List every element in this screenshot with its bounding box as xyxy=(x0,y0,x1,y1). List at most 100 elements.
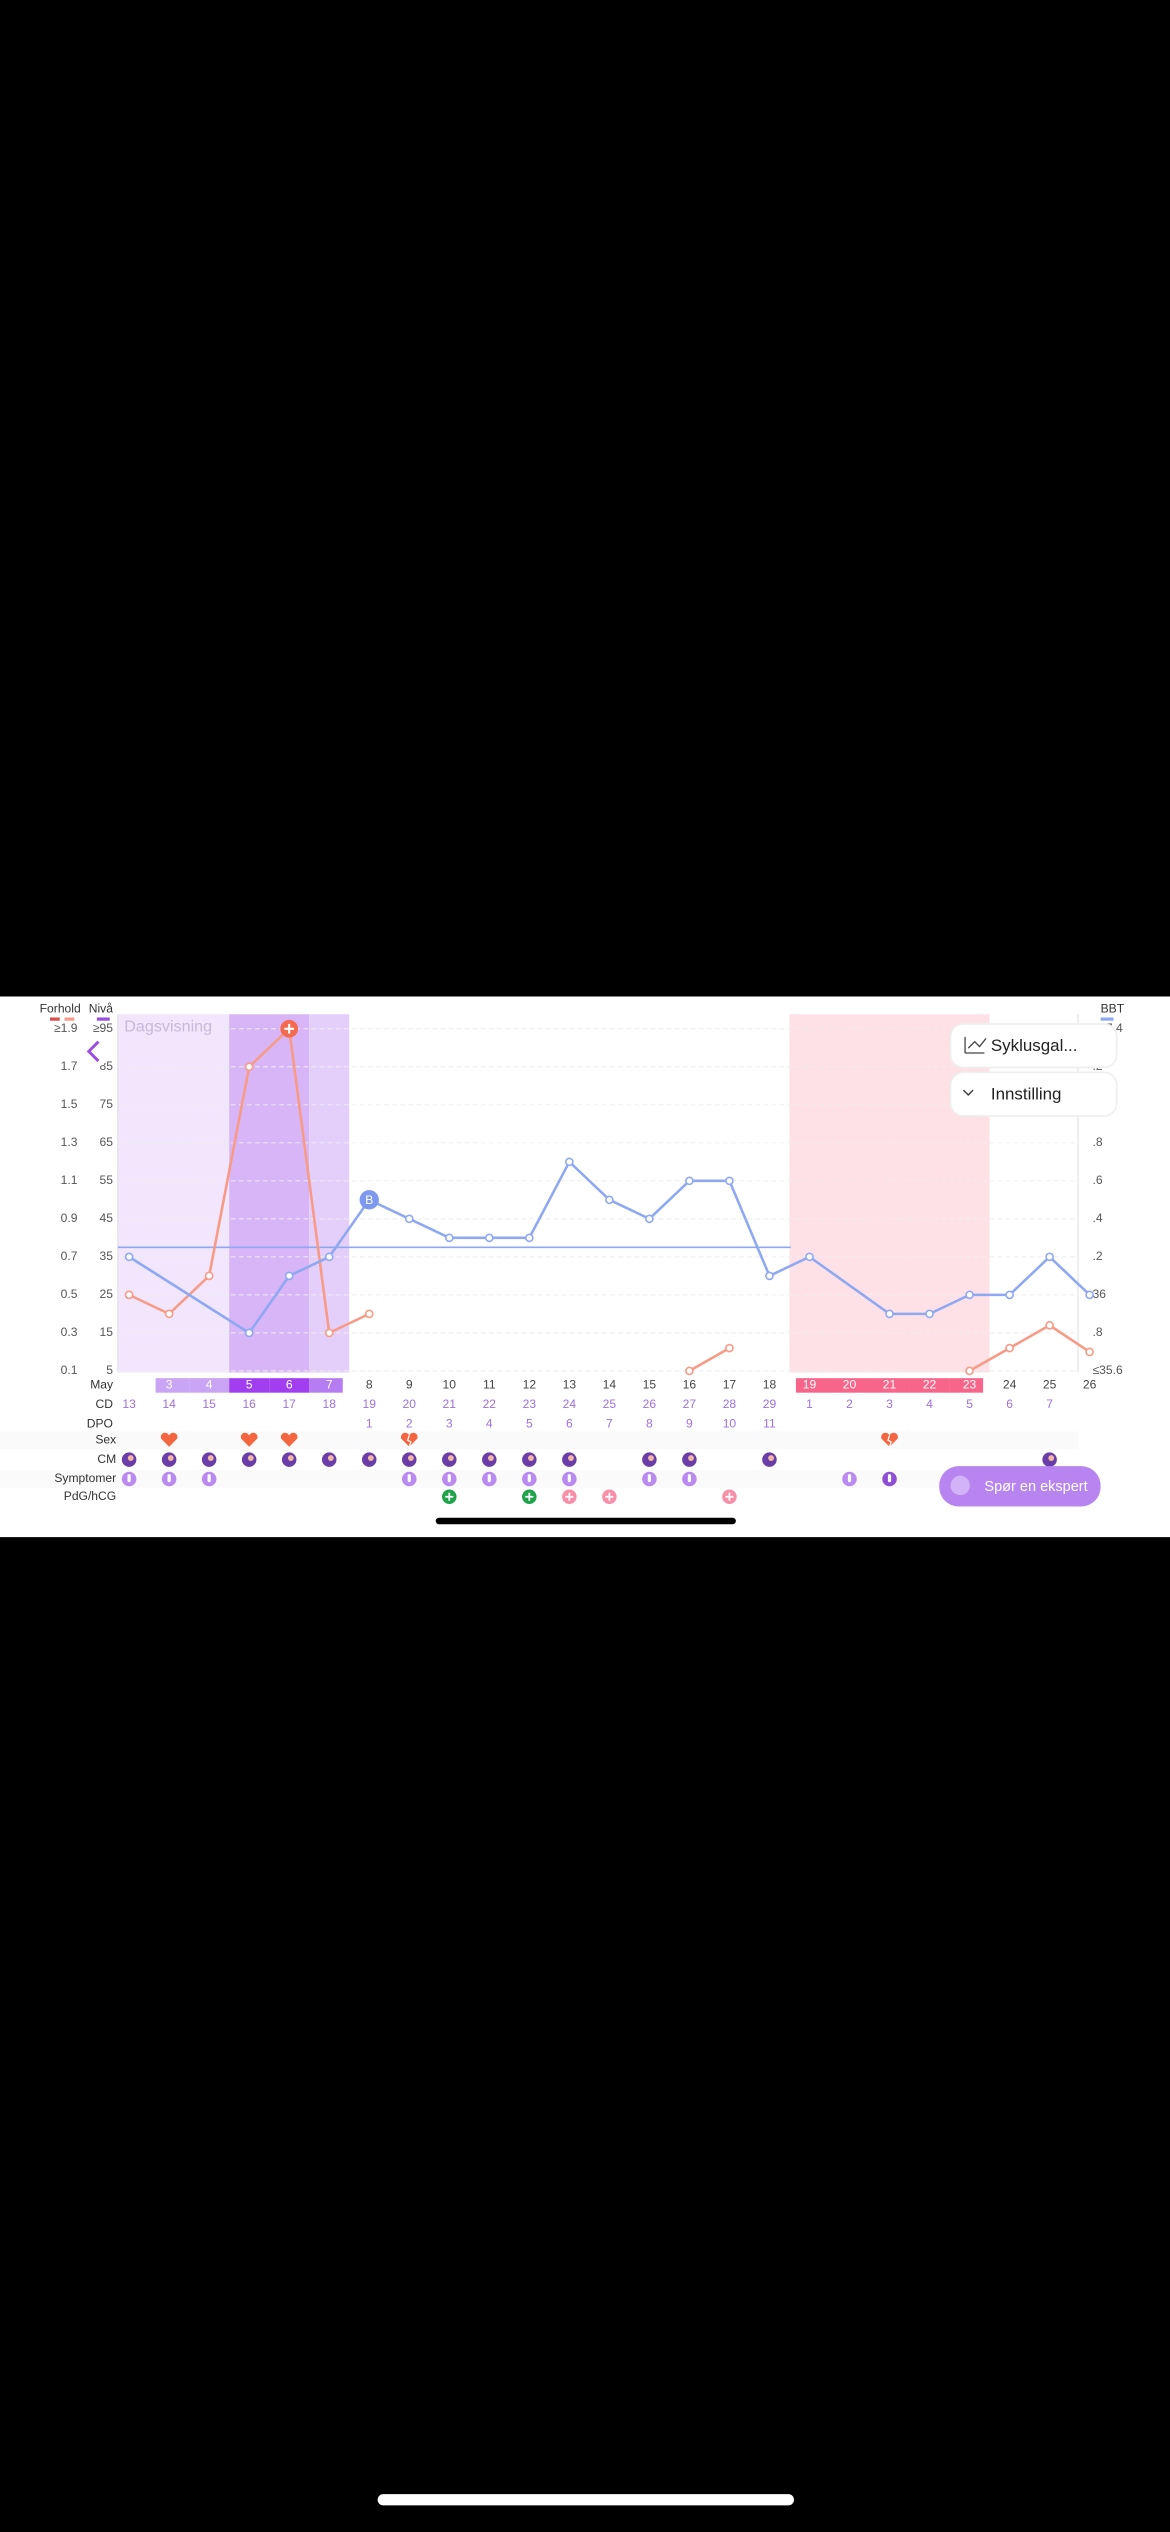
data-point xyxy=(564,1157,574,1167)
row-label: PdG/hCG xyxy=(64,1489,116,1503)
data-point xyxy=(685,1366,694,1376)
cd-value: 28 xyxy=(723,1397,737,1411)
data-point xyxy=(725,1343,734,1353)
symptom-icon-mark xyxy=(527,1474,531,1483)
row-stripe xyxy=(0,1487,1079,1506)
expert-button[interactable] xyxy=(939,1466,1101,1507)
month-label: May xyxy=(90,1378,114,1392)
y2-tick-label: .8 xyxy=(1093,1325,1103,1339)
data-point xyxy=(725,1176,734,1186)
cd-value: 16 xyxy=(242,1397,256,1411)
x-tick-label: 23 xyxy=(963,1378,977,1392)
cycle-button[interactable] xyxy=(949,1023,1118,1069)
cm-icon-drop xyxy=(1048,1455,1055,1461)
ratio-tick-label: 1.3 xyxy=(61,1135,78,1149)
data-point xyxy=(685,1176,694,1186)
sex-icon xyxy=(400,1432,418,1447)
y-tick-label: 65 xyxy=(100,1135,114,1149)
y2-tick-label: .4 xyxy=(1093,1211,1103,1225)
bbt-marker-label: B xyxy=(365,1193,373,1207)
cm-icon-drop xyxy=(768,1455,774,1461)
dpo-value: 9 xyxy=(686,1416,693,1430)
bbt-header: BBT xyxy=(1101,1002,1125,1016)
date-pill xyxy=(795,1378,830,1393)
ratio-tick-label: 1.7 xyxy=(61,1059,78,1073)
data-point xyxy=(324,1328,334,1338)
y-tick-label: 15 xyxy=(100,1325,114,1339)
cd-value: 4 xyxy=(926,1397,933,1411)
dpo-value: 3 xyxy=(446,1416,453,1430)
test-icon-plus xyxy=(725,1492,734,1501)
cd-value: 15 xyxy=(202,1397,216,1411)
x-tick-label: 20 xyxy=(843,1378,857,1392)
legend-swatch xyxy=(96,1017,110,1021)
back-button[interactable] xyxy=(77,1035,110,1068)
data-point xyxy=(124,1290,134,1300)
cd-value: 21 xyxy=(443,1397,457,1411)
button-label: Syklusgal... xyxy=(991,1036,1078,1055)
symptom-icon-mark xyxy=(687,1474,692,1483)
data-point xyxy=(965,1366,974,1376)
x-tick-label: 12 xyxy=(523,1378,537,1392)
phase-band xyxy=(789,1014,990,1373)
cd-value: 29 xyxy=(763,1397,777,1411)
y-tick-label: 55 xyxy=(100,1173,114,1187)
data-point xyxy=(524,1233,534,1243)
row-label: DPO xyxy=(87,1416,113,1430)
cm-icon-drop xyxy=(568,1455,574,1461)
chevron-icon xyxy=(962,1089,974,1096)
x-tick-label: 11 xyxy=(483,1378,496,1392)
ratio-tick-label: 0.5 xyxy=(61,1287,78,1301)
date-pill xyxy=(869,1378,910,1393)
cm-icon-drop xyxy=(447,1455,454,1461)
level-header: Nivå xyxy=(89,1002,113,1016)
data-point xyxy=(124,1252,134,1262)
row-stripe xyxy=(0,1431,1079,1450)
row-stripe xyxy=(0,1470,1079,1488)
row-label: Sex xyxy=(95,1432,116,1446)
x-tick-label: 4 xyxy=(206,1378,213,1392)
date-pill xyxy=(829,1378,870,1393)
cm-icon-drop xyxy=(488,1455,494,1461)
home-indicator xyxy=(435,1517,736,1525)
sex-icon-crack xyxy=(887,1435,892,1447)
y-tick-label: 35 xyxy=(100,1249,114,1263)
x-tick-label: 22 xyxy=(923,1378,937,1392)
x-tick-label: 10 xyxy=(443,1378,457,1392)
row-label: Symptomer xyxy=(54,1471,116,1485)
button-label: Innstilling xyxy=(991,1084,1062,1103)
series-line xyxy=(128,1159,1091,1335)
cd-value: 6 xyxy=(1006,1397,1013,1411)
data-point xyxy=(1085,1347,1094,1357)
x-tick-label: 6 xyxy=(286,1378,293,1392)
sex-icon xyxy=(240,1432,258,1447)
symptom-icon-mark xyxy=(887,1474,892,1483)
date-pill xyxy=(309,1378,343,1393)
x-tick-label: 18 xyxy=(763,1378,777,1392)
data-point xyxy=(805,1252,814,1262)
cd-value: 25 xyxy=(603,1397,617,1411)
x-tick-label: 3 xyxy=(166,1378,173,1392)
cd-value: 3 xyxy=(886,1397,893,1411)
cd-value: 17 xyxy=(282,1397,296,1411)
phase-band xyxy=(117,1014,230,1373)
test-icon-plus xyxy=(445,1492,454,1501)
data-point xyxy=(765,1271,774,1281)
x-tick-label: 5 xyxy=(246,1378,253,1392)
data-point xyxy=(204,1271,214,1281)
sex-icon-crack xyxy=(406,1435,412,1447)
bbt-marker xyxy=(359,1190,379,1210)
y-tick-label: ≥95 xyxy=(93,1021,113,1035)
cd-value: 27 xyxy=(683,1397,697,1411)
date-pill xyxy=(269,1378,310,1393)
y-tick-label: 45 xyxy=(100,1211,114,1225)
cm-icon-drop xyxy=(407,1455,414,1461)
settings-button[interactable] xyxy=(949,1071,1118,1117)
date-pill xyxy=(949,1378,984,1393)
y-tick-label: 25 xyxy=(100,1287,114,1301)
x-tick-label: 17 xyxy=(723,1378,737,1392)
symptom-icon-mark xyxy=(447,1474,451,1483)
dpo-value: 1 xyxy=(366,1416,373,1430)
x-tick-label: 9 xyxy=(406,1378,413,1392)
